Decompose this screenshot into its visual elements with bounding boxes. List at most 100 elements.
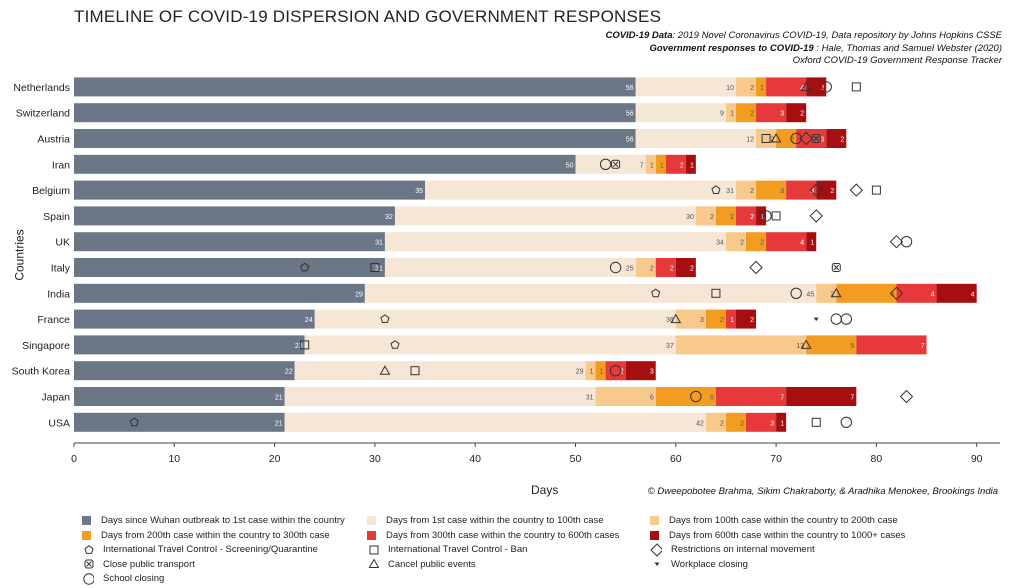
x-tick-label: 30 (369, 453, 381, 465)
bar-row-uk: UK 31 34 2 2 4 1 (55, 232, 817, 252)
bar-segment (936, 283, 977, 303)
y-tick-label: South Korea (12, 366, 71, 378)
y-tick-label: India (47, 288, 70, 300)
school-closing-marker (840, 416, 853, 428)
bar-value-label: 2 (750, 85, 754, 92)
bar-value-label: 6 (710, 395, 714, 402)
source-text-covid: : 2019 Novel Coronavirus COVID-19, Data … (672, 30, 1002, 41)
legend-item: Days from 1st case within the country to… (367, 514, 604, 527)
bar-value-label: 29 (576, 369, 584, 376)
y-axis-label: Countries (12, 229, 27, 281)
screening-icon (82, 544, 94, 556)
bar-value-label: 22 (285, 369, 293, 376)
policy-markers-india (651, 286, 904, 301)
legend-item: International Travel Control - Screening… (82, 543, 318, 556)
travel-ban-marker (300, 340, 310, 350)
bar-segment (735, 77, 757, 97)
bar-value-label: 2 (670, 266, 674, 273)
y-tick-label: France (37, 314, 70, 326)
public-transport-marker (811, 134, 821, 143)
policy-markers-uk (889, 234, 913, 249)
bar-value-label: 3 (770, 420, 774, 427)
bar-row-india: India 29 45 2 6 4 4 (47, 283, 977, 303)
bar-value-label: 9 (720, 111, 724, 118)
bar-value-label: 31 (726, 188, 734, 195)
internal-movement-marker (889, 286, 904, 301)
workplace-closing-icon (650, 558, 662, 570)
bar-segment (425, 180, 736, 200)
legend-item: Days from 200th case within the country … (82, 529, 330, 542)
bar-segment (725, 412, 747, 432)
y-tick-label: Italy (51, 263, 71, 275)
legend-label: Restrictions on internal movement (671, 544, 815, 555)
bar-segment (695, 206, 716, 226)
bar-segment (394, 206, 696, 226)
x-tick-label: 60 (670, 453, 682, 465)
screening-marker (300, 262, 310, 272)
bar-value-label: 36 (666, 317, 674, 324)
bar-row-usa: USA 21 42 2 2 3 1 (48, 412, 787, 432)
y-tick-label: UK (55, 237, 70, 249)
bar-segment (816, 283, 837, 303)
x-axis-label: Days (531, 483, 559, 497)
bar-value-label: 10 (726, 85, 734, 92)
x-axis: 0 10 20 30 40 50 60 70 80 90 (71, 442, 1000, 465)
data-source-note: COVID-19 Data: 2019 Novel Coronavirus CO… (542, 30, 1002, 68)
bar-value-label: 7 (921, 343, 925, 350)
legend-label: International Travel Control - Screening… (103, 544, 318, 555)
bar-segment (655, 154, 666, 174)
bar-value-label: 4 (971, 291, 975, 298)
bar-value-label: 5 (850, 343, 854, 350)
bar-segment (735, 103, 757, 123)
travel-ban-marker (811, 417, 821, 427)
bar-value-label: 31 (586, 395, 594, 402)
bar-segment (655, 258, 676, 277)
bar-segment (74, 232, 385, 252)
bar-segment (826, 129, 847, 148)
bar-segment (74, 258, 385, 277)
bar-value-label: 2 (750, 111, 754, 118)
bar-value-label: 3 (780, 188, 784, 195)
bar-segment (304, 335, 676, 355)
bar-segment (756, 180, 787, 200)
bar-value-label: 2 (840, 137, 844, 144)
internal-movement-marker (809, 209, 823, 223)
bar-segment (585, 361, 596, 381)
legend-item: Close public transport (82, 558, 195, 571)
bar-segment (364, 283, 817, 303)
bar-value-label: 1 (760, 85, 764, 92)
bar-value-label: 3 (700, 317, 704, 324)
bar-value-label: 3 (650, 369, 654, 376)
bar-segment (655, 387, 716, 406)
bar-value-label: 12 (746, 137, 754, 144)
bar-value-label: 3 (820, 137, 824, 144)
bar-value-label: 2 (750, 214, 754, 221)
bar-value-label: 2 (820, 85, 824, 92)
screening-marker (651, 288, 661, 298)
travel-ban-marker (711, 288, 721, 298)
bar-value-label: 1 (810, 240, 814, 247)
policy-markers-spain (760, 209, 823, 223)
bar-segment (786, 387, 857, 406)
bar-segment (635, 103, 726, 123)
bar-value-label: 1 (600, 369, 604, 376)
bar-value-label: 7 (640, 162, 644, 169)
cancel-events-marker (670, 313, 682, 324)
bar-segment (735, 180, 757, 200)
bar-value-label: 7 (780, 395, 784, 402)
cancel-events-symbol (368, 558, 379, 568)
legend-label: Days since Wuhan outbreak to 1st case wi… (101, 515, 345, 526)
bar-value-label: 37 (666, 343, 674, 350)
chart-title: TIMELINE OF COVID-19 DISPERSION AND GOVE… (74, 7, 662, 26)
school-closing-marker (609, 365, 622, 377)
school-closing-marker (830, 313, 842, 325)
bar-value-label: 6 (650, 395, 654, 402)
legend-item: Days since Wuhan outbreak to 1st case wi… (82, 514, 345, 527)
bar-segment (74, 361, 295, 381)
bar-segment (74, 412, 285, 432)
bar-segment (635, 129, 757, 148)
bar-segment (635, 77, 736, 97)
bar-segment (74, 387, 285, 406)
legend-swatch (367, 516, 376, 525)
legend-swatch (650, 530, 659, 540)
